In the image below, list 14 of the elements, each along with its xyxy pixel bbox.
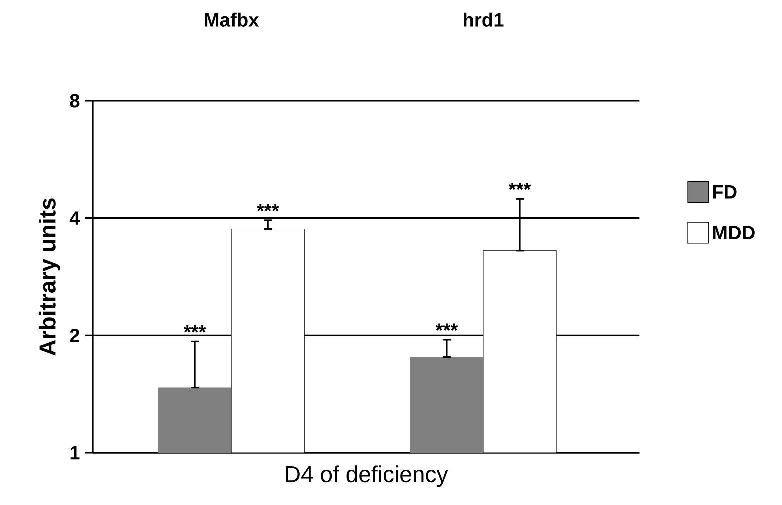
- data-label: ***: [184, 326, 206, 333]
- x-tick-label: Mafbx: [205, 12, 260, 27]
- y-tick-label: 4: [70, 212, 80, 225]
- x-tick-label: hrd1: [464, 12, 504, 27]
- data-label: ***: [508, 182, 532, 190]
- legend-label: MDD: [713, 226, 755, 240]
- y-tick-label: 1: [70, 446, 80, 460]
- y-tick-label: 2: [70, 328, 80, 342]
- data-label: ***: [436, 324, 458, 331]
- y-axis-title: Arbitrary units: [38, 198, 60, 356]
- data-label: ***: [256, 204, 280, 212]
- legend-label: FD: [713, 186, 737, 199]
- y-tick-label: 8: [70, 94, 80, 108]
- x-axis-title: D4 of deficiency: [286, 466, 448, 488]
